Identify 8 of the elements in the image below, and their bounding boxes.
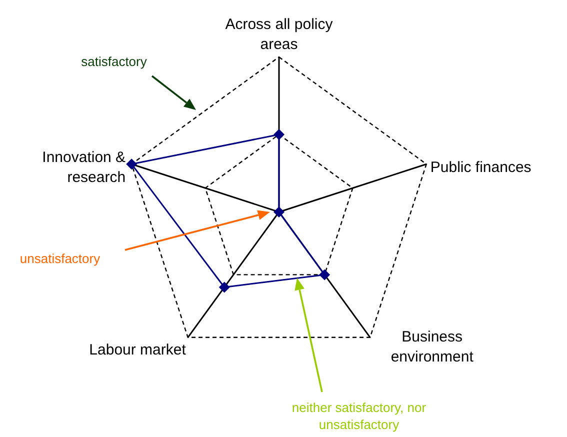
spoke-label: Across all policy areas (225, 16, 334, 53)
text: neither satisfactory, nor unsatisfactory (292, 400, 427, 432)
text: satisfactory (81, 54, 148, 69)
text: unsatisfactory (20, 251, 101, 266)
spoke-label: Labour market (89, 341, 187, 358)
spoke-label: Public finances (430, 159, 532, 176)
spoke-label: Business environment (390, 328, 474, 366)
spoke-label: Innovation & research (42, 149, 126, 186)
